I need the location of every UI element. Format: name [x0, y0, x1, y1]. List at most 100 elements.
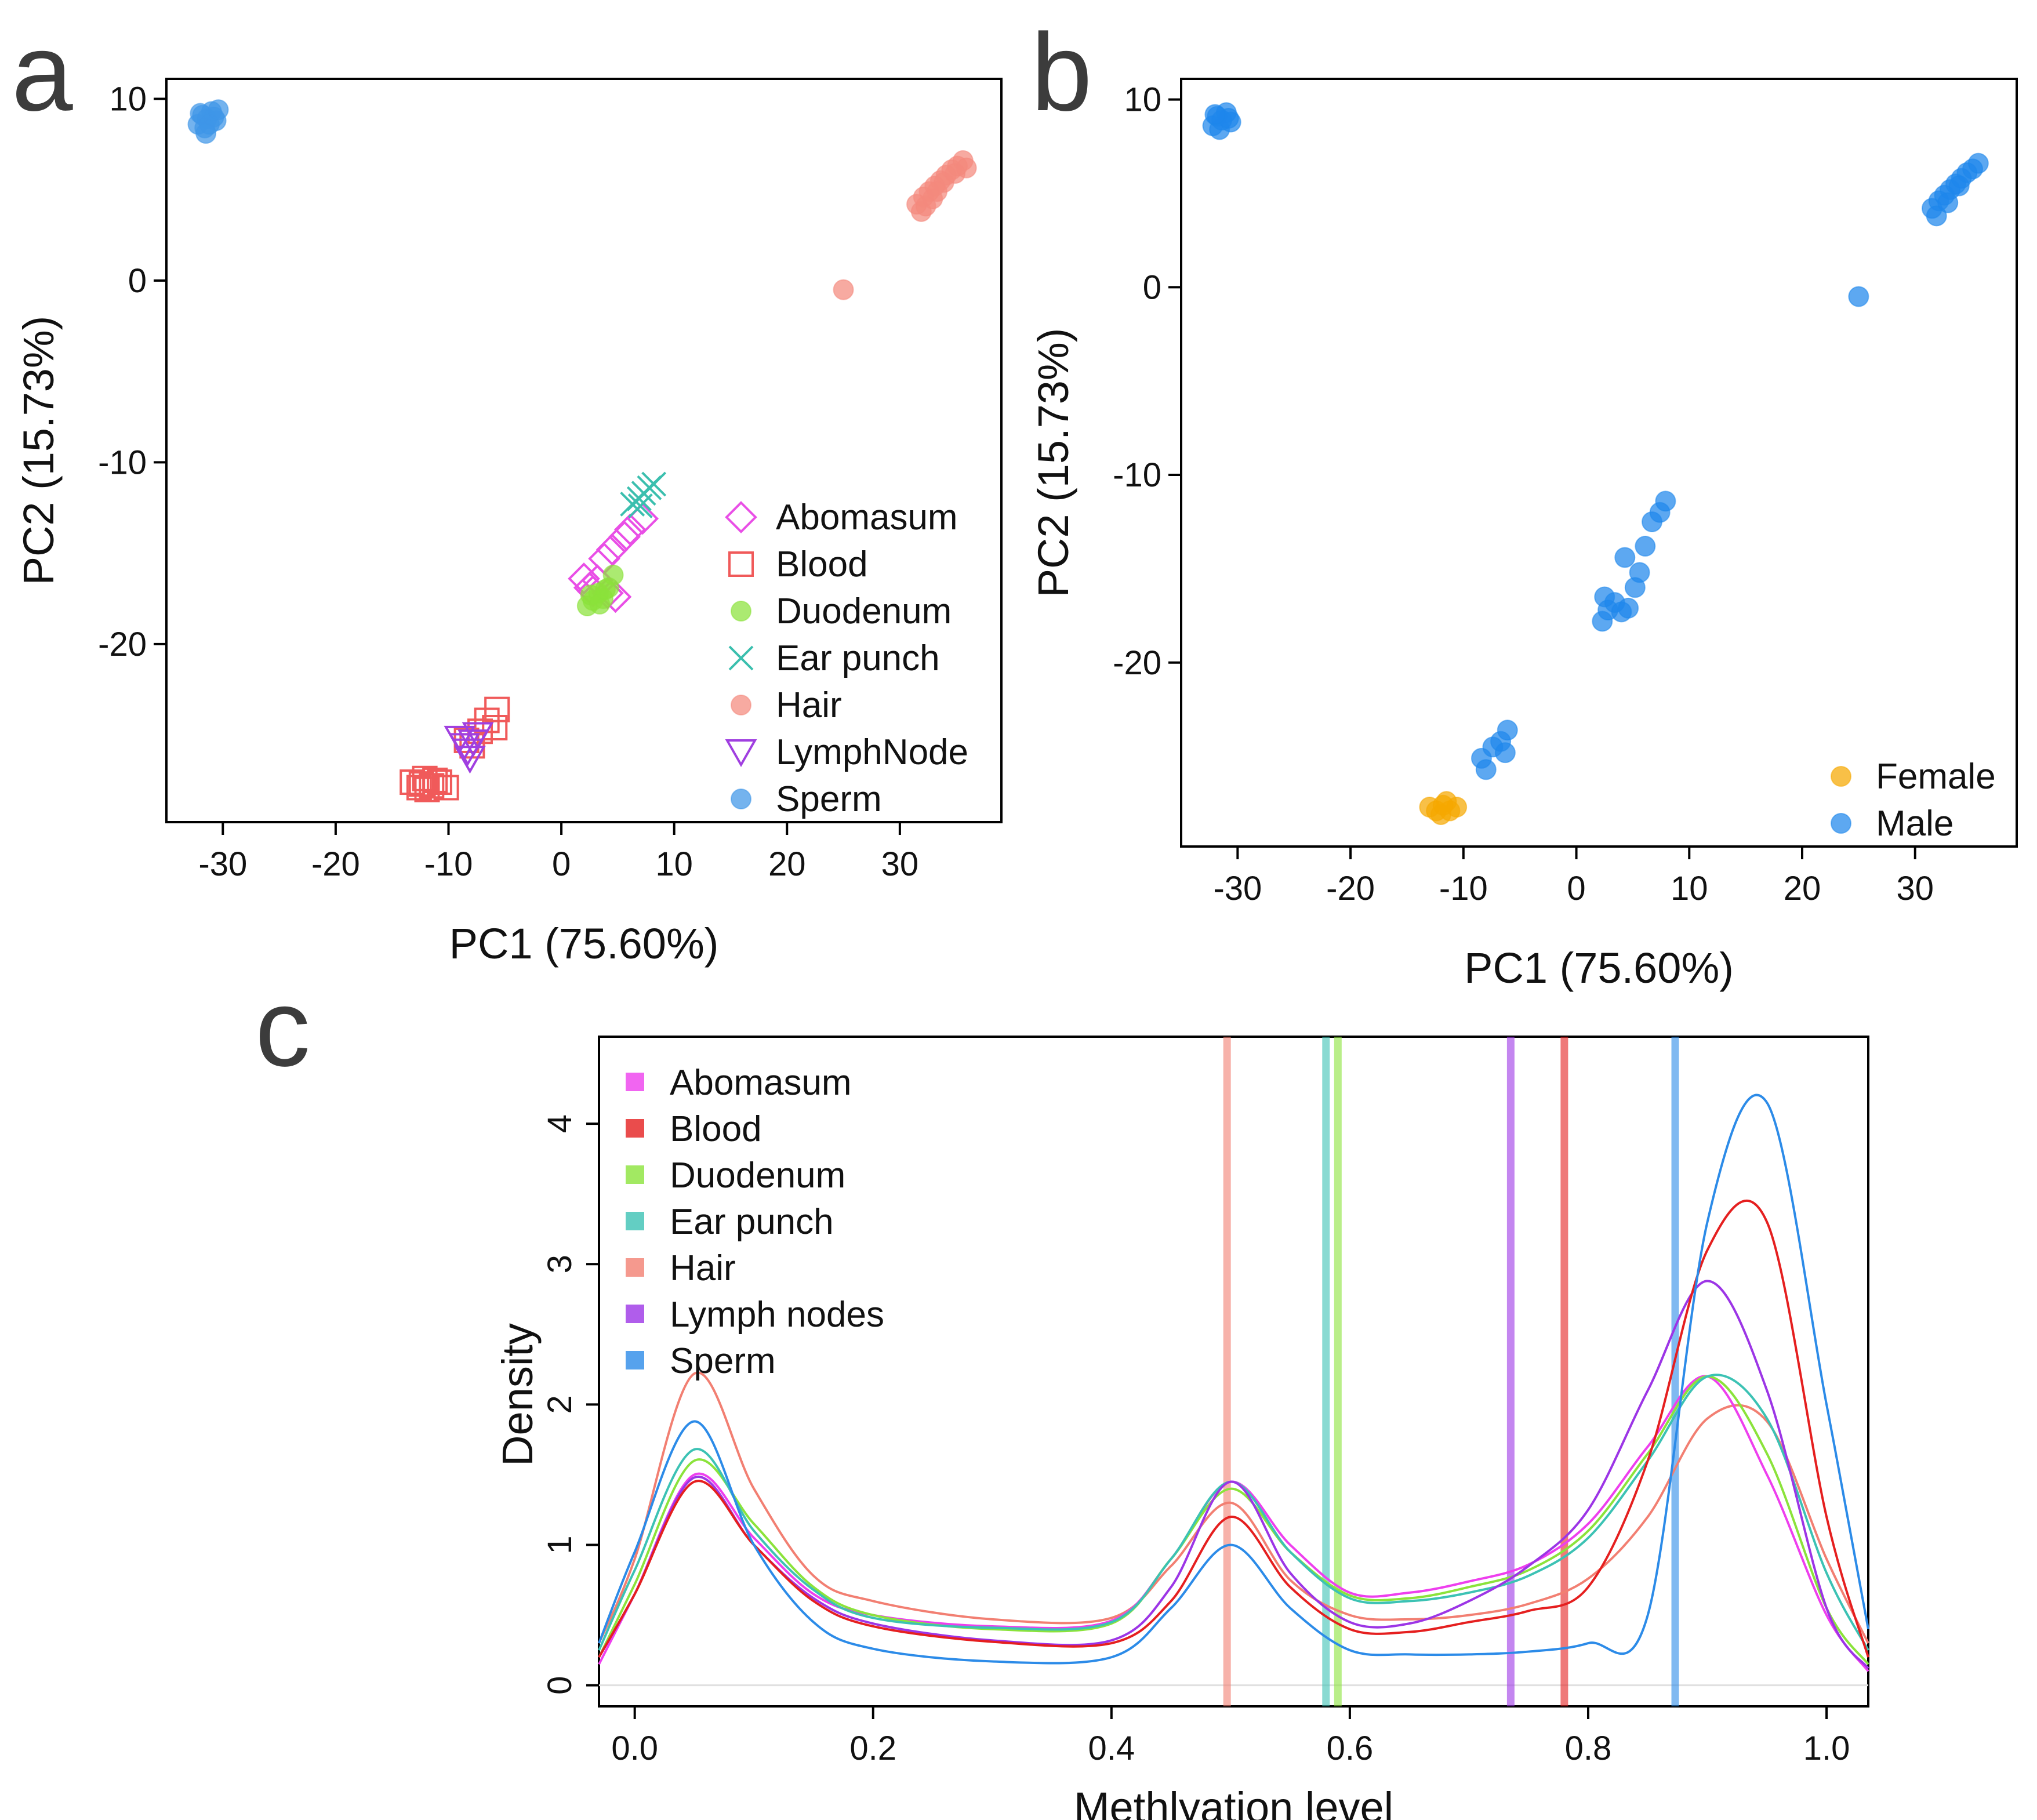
- x-tick-label: -30: [198, 845, 247, 883]
- y-tick-label: 0: [1143, 268, 1161, 306]
- legend-label: Sperm: [776, 779, 882, 819]
- legend-label: Blood: [776, 544, 868, 584]
- legend-marker: [728, 645, 754, 671]
- data-point: [594, 579, 616, 600]
- data-point: [208, 99, 229, 121]
- legend-marker: [1831, 813, 1851, 834]
- data-point: [1948, 175, 1970, 197]
- legend-label: LymphNode: [776, 732, 968, 772]
- legend-item: LymphNode: [725, 732, 968, 772]
- x-tick-label: 0.6: [1327, 1730, 1374, 1767]
- data-point: [641, 471, 667, 497]
- data-point: [956, 157, 977, 179]
- data-point: [1655, 491, 1676, 512]
- data-point: [1475, 759, 1497, 780]
- panel-c-density: 0.0 0.2 0.4 0.6 0.8 1.0 0 1 2 3 4 Methlyation level…: [255, 967, 1869, 1820]
- series-hair: [833, 150, 977, 300]
- x-tick-label: 20: [1784, 870, 1821, 907]
- legend-swatch: [626, 1212, 644, 1230]
- legend-swatch: [626, 1119, 644, 1138]
- legend-label: Sperm: [670, 1341, 776, 1381]
- data-point: [1204, 104, 1226, 125]
- density-curve-hair: [598, 1371, 1869, 1644]
- legend-label: Hair: [776, 685, 842, 725]
- legend-label: Male: [1876, 804, 1954, 844]
- legend-marker: [731, 695, 751, 715]
- x-tick-label: 0: [552, 845, 571, 883]
- legend-item: Duodenum: [731, 591, 952, 631]
- legend-swatch: [626, 1165, 644, 1184]
- data-point: [1618, 597, 1639, 619]
- legend-item: Hair: [626, 1248, 736, 1288]
- y-axis-title: PC2 (15.73%): [14, 316, 63, 586]
- x-tick-label: -30: [1213, 870, 1262, 907]
- panel-letter: c: [255, 967, 310, 1089]
- data-point: [482, 715, 508, 741]
- density-curve-ear-punch: [598, 1374, 1869, 1651]
- legend-swatch: [626, 1073, 644, 1091]
- legend-label: Abomasum: [670, 1063, 852, 1103]
- data-point: [833, 279, 854, 300]
- panel-b-scatter: -30 -20 -10 0 10 20 30 -20 -10 0 10 PC1 (75.60%) PC2…: [1029, 11, 2018, 992]
- data-point: [414, 776, 440, 802]
- legend-item: Female: [1831, 757, 1996, 797]
- x-tick-label: 0.8: [1565, 1730, 1612, 1767]
- legend-label: Hair: [670, 1248, 736, 1288]
- x-axis-title: PC1 (75.60%): [1464, 944, 1734, 992]
- legend-label: Blood: [670, 1109, 762, 1149]
- y-axis-title: Density: [493, 1323, 542, 1466]
- panel-letter: b: [1031, 11, 1092, 134]
- legend-item: Abomasum: [725, 497, 958, 537]
- data-point: [1967, 152, 1989, 174]
- series-blood: [400, 696, 510, 802]
- y-tick-label: 0: [541, 1676, 579, 1695]
- x-axis-title: PC1 (75.60%): [449, 920, 719, 968]
- legend-item: Blood: [626, 1109, 762, 1149]
- data-point: [1937, 192, 1959, 213]
- legend-item: Sperm: [731, 779, 882, 819]
- x-tick-label: 0.2: [849, 1730, 896, 1767]
- data-point: [454, 746, 486, 774]
- panel-a-scatter: -30 -20 -10 0 10 20 30 -20 -10 0 10 PC1 (75.60%) PC2…: [12, 11, 1003, 968]
- legend-label: Abomasum: [776, 497, 958, 537]
- x-tick-label: 0.4: [1088, 1730, 1135, 1767]
- y-tick-label: -10: [1113, 456, 1161, 494]
- data-point: [915, 195, 936, 217]
- y-tick-label: -20: [98, 626, 147, 663]
- legend-swatch: [626, 1258, 644, 1277]
- series-sperm: [187, 99, 229, 144]
- legend-swatch: [626, 1305, 644, 1323]
- legend-label: Ear punch: [670, 1202, 834, 1242]
- legend-item: Ear punch: [626, 1202, 834, 1242]
- data-point: [1594, 586, 1615, 608]
- data-point: [1436, 791, 1457, 812]
- data-point: [408, 771, 434, 797]
- legend-label: Lymph nodes: [670, 1295, 884, 1335]
- data-point: [627, 493, 653, 519]
- y-tick-label: -20: [1113, 644, 1161, 682]
- series-ear-punch: [620, 471, 667, 519]
- legend-item: Ear punch: [728, 638, 940, 678]
- legend-marker: [731, 601, 751, 622]
- legend-marker: [725, 739, 757, 768]
- legend-marker: [725, 501, 757, 533]
- x-tick-label: 10: [655, 845, 693, 883]
- density-curve-blood: [598, 1200, 1869, 1658]
- data-point: [422, 767, 448, 793]
- data-point: [1494, 742, 1516, 764]
- data-point: [1497, 720, 1518, 741]
- x-tick-label: 0: [1567, 870, 1585, 907]
- panel-letter: a: [12, 11, 73, 134]
- data-point: [1848, 286, 1869, 307]
- data-point: [613, 513, 647, 546]
- legend-item: Lymph nodes: [626, 1295, 884, 1335]
- legend-item: Abomasum: [626, 1063, 852, 1103]
- x-tick-label: 20: [768, 845, 806, 883]
- x-tick-label: 30: [1896, 870, 1934, 907]
- legend-item: Sperm: [626, 1341, 776, 1381]
- data-point: [484, 696, 510, 722]
- y-tick-label: 1: [541, 1535, 579, 1554]
- data-point: [1635, 536, 1656, 557]
- plot-frame: [1180, 78, 2018, 848]
- y-tick-label: 10: [1124, 81, 1161, 119]
